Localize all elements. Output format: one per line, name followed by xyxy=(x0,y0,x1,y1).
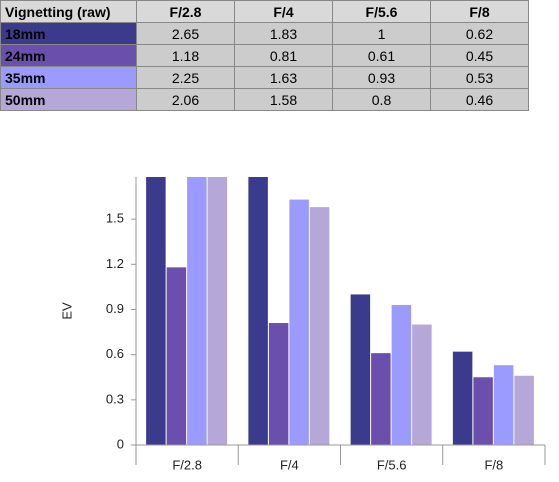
y-tick-label: 0 xyxy=(117,436,124,451)
bar xyxy=(412,324,432,445)
y-tick-label: 0.3 xyxy=(106,391,124,406)
column-header: F/2.8 xyxy=(136,0,235,23)
value-cell: 0.93 xyxy=(332,66,431,89)
value-cell: 0.62 xyxy=(430,22,529,45)
value-cell: 1.18 xyxy=(136,44,235,67)
bar xyxy=(493,365,514,445)
bar xyxy=(268,323,289,445)
bar xyxy=(309,207,330,445)
row-header: 24mm xyxy=(0,44,137,67)
y-tick-label: 0.9 xyxy=(106,301,124,316)
value-cell: 0.53 xyxy=(430,66,529,89)
row-header: 35mm xyxy=(0,66,137,89)
value-cell: 2.65 xyxy=(136,22,235,45)
column-header: F/4 xyxy=(234,0,333,23)
value-cell: 0.45 xyxy=(430,44,529,67)
bar xyxy=(248,177,268,445)
value-cell: 1.83 xyxy=(234,22,333,45)
bar xyxy=(473,377,493,445)
column-header: F/8 xyxy=(430,0,529,23)
value-cell: 2.06 xyxy=(136,88,235,111)
chart: EV 0 0.3 0.6 0.9 1.2 1.5 F/2.8 F/4 F/5.6 F/8 xyxy=(59,177,546,472)
row-header: 18mm xyxy=(0,22,137,45)
bar xyxy=(371,353,391,445)
y-tick-label: 0.6 xyxy=(106,346,124,361)
value-cell: 0.8 xyxy=(332,88,431,111)
bar xyxy=(146,177,166,445)
row-header: 50mm xyxy=(0,88,137,111)
data-table: Vignetting (raw) F/2.8 F/4 F/5.6 F/8 18mm 2.65… xyxy=(0,0,529,111)
bar xyxy=(289,199,309,445)
x-tick-label: F/8 xyxy=(484,457,503,472)
bar xyxy=(452,351,473,445)
y-tick-label: 1.5 xyxy=(106,211,124,226)
y-axis-label: EV xyxy=(59,302,74,320)
bar xyxy=(391,304,412,445)
column-header: F/5.6 xyxy=(332,0,431,23)
bar xyxy=(166,267,187,445)
bar xyxy=(187,177,207,445)
x-tick-label: F/5.6 xyxy=(377,457,407,472)
value-cell: 1.63 xyxy=(234,66,333,89)
value-cell: 0.61 xyxy=(332,44,431,67)
bar xyxy=(514,375,534,445)
table-header: Vignetting (raw) xyxy=(0,0,137,23)
value-cell: 0.46 xyxy=(430,88,529,111)
bar xyxy=(207,177,228,445)
value-cell: 0.81 xyxy=(234,44,333,67)
y-tick-label: 1.2 xyxy=(106,256,124,271)
value-cell: 1.58 xyxy=(234,88,333,111)
x-tick-label: F/2.8 xyxy=(172,457,202,472)
value-cell: 2.25 xyxy=(136,66,235,89)
value-cell: 1 xyxy=(332,22,431,45)
x-tick-label: F/4 xyxy=(280,457,299,472)
bar xyxy=(350,294,371,445)
